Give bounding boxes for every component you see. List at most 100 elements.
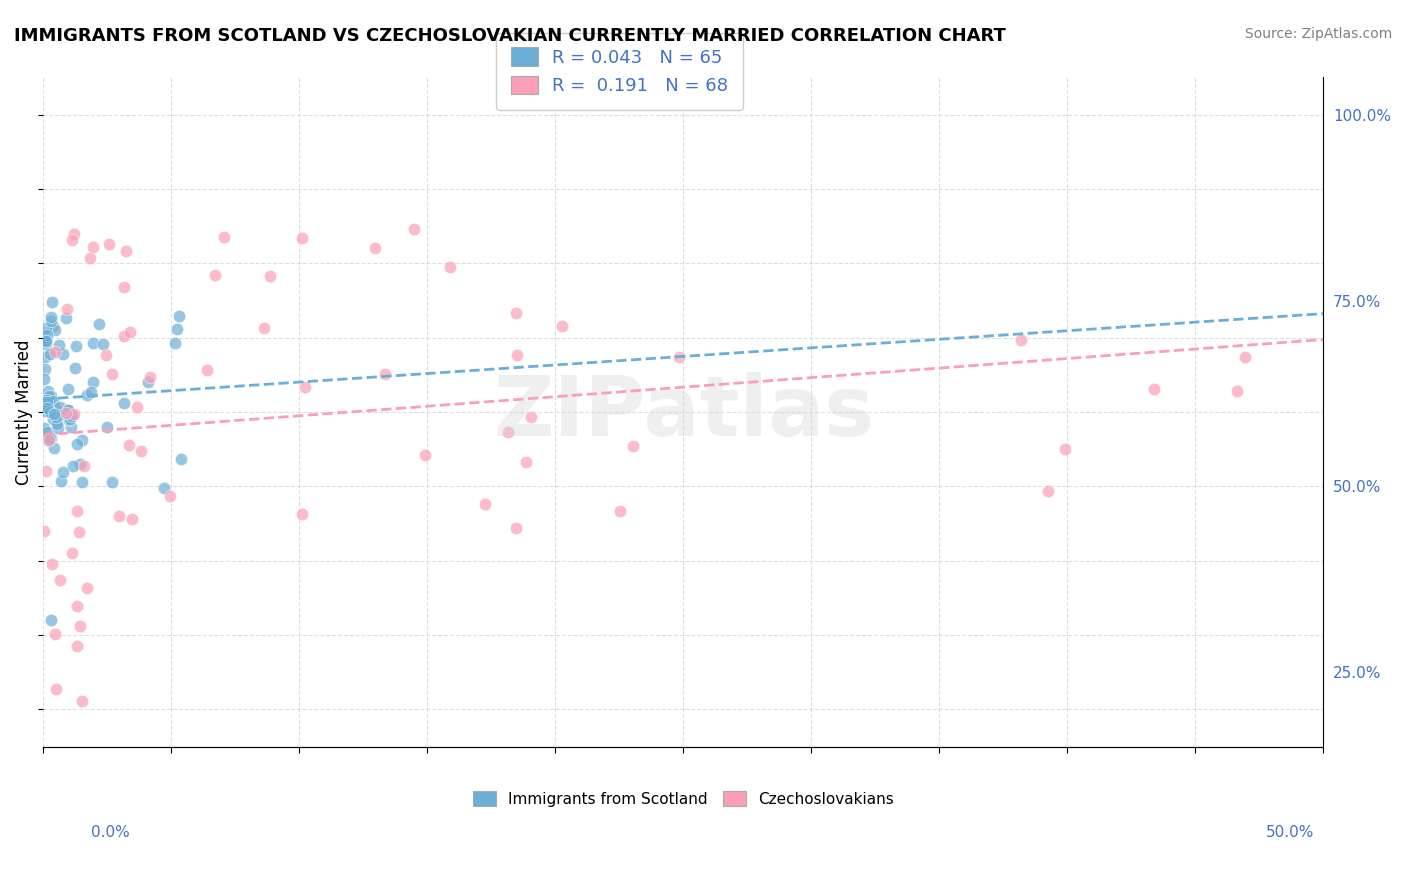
- Point: [101, 367, 124, 381]
- Point: [139, 370, 162, 384]
- Point: [167, 309, 190, 323]
- Point: [621, 439, 644, 453]
- Point: [38, 389, 60, 403]
- Point: [166, 322, 188, 336]
- Text: ZIPatlas: ZIPatlas: [494, 372, 875, 452]
- Point: [1053, 442, 1076, 456]
- Point: [60, 546, 83, 560]
- Point: [42, 412, 65, 426]
- Point: [91, 337, 114, 351]
- Point: [80, 384, 103, 399]
- Point: [39, 389, 62, 403]
- Point: [153, 481, 176, 495]
- Text: Source: ZipAtlas.com: Source: ZipAtlas.com: [1244, 27, 1392, 41]
- Point: [609, 503, 631, 517]
- Point: [58, 403, 80, 417]
- Point: [48, 338, 70, 352]
- Point: [136, 376, 159, 390]
- Point: [114, 280, 136, 294]
- Point: [49, 574, 72, 588]
- Point: [170, 452, 193, 467]
- Point: [56, 301, 79, 316]
- Legend: Immigrants from Scotland, Czechoslovakians: Immigrants from Scotland, Czechoslovakia…: [467, 784, 900, 813]
- Point: [121, 512, 143, 526]
- Point: [58, 413, 80, 427]
- Text: IMMIGRANTS FROM SCOTLAND VS CZECHOSLOVAKIAN CURRENTLY MARRIED CORRELATION CHART: IMMIGRANTS FROM SCOTLAND VS CZECHOSLOVAK…: [14, 27, 1005, 45]
- Point: [204, 268, 226, 283]
- Y-axis label: Currently Married: Currently Married: [15, 339, 32, 484]
- Point: [45, 417, 67, 432]
- Point: [515, 455, 537, 469]
- Point: [49, 400, 72, 414]
- Point: [259, 268, 281, 283]
- Point: [32, 372, 55, 386]
- Point: [44, 345, 66, 359]
- Point: [39, 347, 62, 361]
- Point: [290, 507, 312, 521]
- Point: [496, 425, 519, 439]
- Point: [1038, 483, 1060, 498]
- Point: [35, 394, 58, 409]
- Point: [48, 409, 70, 423]
- Point: [69, 618, 91, 632]
- Point: [65, 361, 87, 376]
- Point: [70, 433, 93, 447]
- Point: [39, 310, 62, 325]
- Point: [129, 444, 152, 458]
- Point: [291, 231, 314, 245]
- Point: [41, 295, 63, 310]
- Point: [62, 459, 84, 474]
- Point: [94, 347, 117, 361]
- Point: [37, 327, 59, 342]
- Point: [125, 400, 148, 414]
- Point: [34, 464, 56, 478]
- Point: [1225, 384, 1247, 398]
- Point: [56, 382, 79, 396]
- Point: [505, 521, 527, 535]
- Point: [66, 437, 89, 451]
- Point: [159, 489, 181, 503]
- Point: [45, 401, 67, 416]
- Point: [35, 401, 58, 416]
- Point: [118, 438, 141, 452]
- Point: [65, 339, 87, 353]
- Point: [37, 384, 59, 399]
- Point: [49, 474, 72, 488]
- Point: [505, 306, 527, 320]
- Point: [112, 329, 135, 343]
- Point: [45, 681, 67, 696]
- Point: [39, 405, 62, 419]
- Point: [551, 319, 574, 334]
- Point: [115, 244, 138, 259]
- Point: [59, 412, 82, 426]
- Point: [59, 420, 82, 434]
- Point: [34, 401, 56, 415]
- Point: [41, 558, 63, 572]
- Point: [73, 458, 96, 473]
- Point: [37, 425, 59, 439]
- Point: [42, 407, 65, 421]
- Point: [45, 412, 67, 426]
- Point: [35, 321, 58, 335]
- Point: [163, 336, 186, 351]
- Point: [1143, 382, 1166, 396]
- Point: [66, 599, 89, 613]
- Point: [76, 582, 98, 596]
- Point: [32, 421, 55, 435]
- Point: [38, 433, 60, 447]
- Point: [668, 350, 690, 364]
- Point: [212, 230, 235, 244]
- Point: [44, 627, 66, 641]
- Point: [82, 240, 104, 254]
- Point: [108, 509, 131, 524]
- Point: [34, 361, 56, 376]
- Point: [76, 387, 98, 401]
- Point: [39, 431, 62, 445]
- Point: [42, 393, 65, 408]
- Point: [87, 318, 110, 332]
- Point: [39, 314, 62, 328]
- Point: [1010, 333, 1032, 347]
- Point: [60, 233, 83, 247]
- Point: [39, 613, 62, 627]
- Point: [55, 407, 77, 421]
